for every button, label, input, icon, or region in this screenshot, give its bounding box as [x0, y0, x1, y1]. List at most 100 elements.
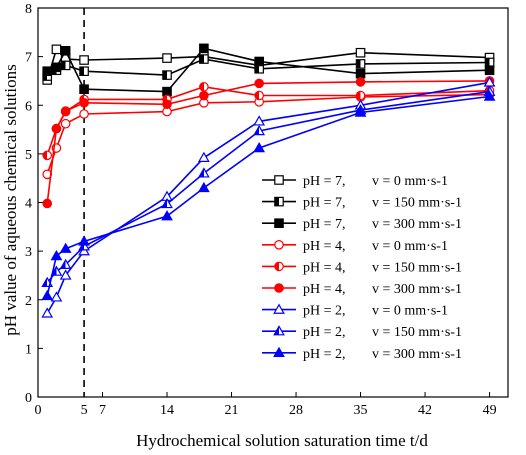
data-point	[51, 44, 62, 55]
data-point	[60, 60, 71, 71]
data-point	[354, 106, 367, 117]
data-point	[483, 90, 496, 101]
data-point	[484, 65, 495, 76]
x-tick-label: 42	[418, 403, 432, 418]
data-point	[60, 106, 71, 116]
series-line	[46, 47, 490, 81]
legend-speed: v = 0 mm·s-1	[372, 239, 448, 254]
legend-speed: v = 150 mm·s-1	[372, 196, 462, 211]
y-tick-label: 5	[25, 148, 32, 163]
legend-speed: v = 150 mm·s-1	[372, 260, 462, 275]
series-1	[42, 54, 495, 81]
series-2	[42, 43, 495, 97]
legend-item: pH = 7, v = 0 mm·s-1	[262, 174, 448, 189]
series-line	[46, 93, 490, 175]
x-tick-label: 5	[81, 403, 88, 418]
data-point	[42, 150, 53, 161]
y-tick-label: 4	[25, 197, 32, 212]
legend-ph: pH = 2,	[303, 325, 346, 340]
x-tick-label: 35	[354, 403, 368, 418]
legend-ph: pH = 2,	[303, 304, 346, 319]
data-point	[79, 109, 89, 119]
series-8	[41, 90, 496, 301]
data-point	[355, 59, 366, 69]
data-point	[254, 56, 264, 67]
data-point	[50, 291, 63, 302]
legend-marker	[274, 261, 284, 272]
y-tick-label: 2	[25, 294, 32, 309]
x-tick-label: 21	[225, 403, 239, 418]
data-point	[198, 167, 210, 178]
data-point	[59, 258, 72, 269]
data-point	[162, 53, 172, 63]
legend-item: pH = 4, v = 0 mm·s-1	[262, 239, 448, 254]
legend-ph: pH = 4,	[303, 239, 346, 254]
legend-marker	[273, 325, 285, 336]
data-point	[199, 43, 209, 54]
data-point	[199, 90, 209, 101]
x-tick-label: 14	[160, 403, 174, 418]
data-point	[162, 86, 172, 97]
data-point	[253, 115, 266, 126]
data-point	[41, 307, 54, 318]
legend-speed: v = 300 mm·s-1	[372, 217, 462, 232]
legend-marker	[274, 175, 284, 185]
legend-item: pH = 2, v = 150 mm·s-1	[262, 325, 462, 340]
legend-marker	[274, 283, 284, 293]
data-point	[355, 77, 366, 87]
data-point	[161, 210, 173, 221]
data-point	[59, 242, 72, 253]
data-point	[78, 245, 90, 256]
x-tick-label: 0	[35, 403, 42, 418]
data-point	[79, 66, 89, 77]
data-point	[42, 198, 53, 209]
legend-item: pH = 7, v = 300 mm·s-1	[262, 217, 462, 232]
legend-ph: pH = 7,	[303, 217, 346, 232]
y-tick-label: 3	[25, 245, 32, 260]
data-point	[60, 45, 71, 56]
legend-speed: v = 0 mm·s-1	[372, 304, 448, 319]
data-point	[51, 123, 62, 134]
data-point	[60, 118, 71, 129]
data-point	[50, 265, 63, 276]
data-point	[254, 78, 264, 89]
x-tick-label: 28	[289, 403, 303, 418]
y-tick-label: 1	[25, 342, 32, 357]
data-point	[78, 235, 90, 246]
legend-marker	[274, 218, 284, 228]
legend-ph: pH = 2,	[303, 347, 346, 362]
data-point	[50, 249, 63, 261]
legend: pH = 7, v = 0 mm·s-1 pH = 7, v = 150 mm·s-1…	[262, 174, 462, 362]
data-point	[198, 151, 210, 162]
series-layer	[41, 43, 496, 318]
data-point	[42, 66, 53, 77]
y-tick-label: 7	[25, 51, 32, 66]
data-point	[162, 70, 172, 80]
data-point	[161, 197, 173, 209]
legend-speed: v = 300 mm·s-1	[372, 282, 462, 297]
legend-item: pH = 7, v = 150 mm·s-1	[262, 196, 462, 211]
legend-item: pH = 2, v = 300 mm·s-1	[262, 346, 462, 362]
y-axis-label: pH value of aqueous chemical solutions	[1, 64, 20, 335]
series-0	[42, 44, 495, 85]
legend-marker	[273, 303, 285, 314]
data-point	[355, 90, 366, 101]
data-point	[51, 62, 62, 73]
legend-speed: v = 0 mm·s-1	[372, 174, 448, 189]
x-tick-label: 49	[483, 403, 497, 418]
legend-ph: pH = 7,	[303, 174, 346, 189]
data-point	[199, 81, 209, 92]
y-tick-label: 0	[25, 391, 32, 406]
data-point	[355, 47, 366, 58]
legend-item: pH = 4, v = 150 mm·s-1	[262, 260, 462, 275]
data-point	[79, 55, 89, 65]
data-point	[253, 124, 266, 136]
legend-ph: pH = 4,	[303, 260, 346, 275]
legend-marker	[274, 240, 284, 250]
data-point	[59, 269, 72, 280]
data-point	[198, 181, 210, 193]
legend-marker	[273, 346, 285, 358]
y-tick-label: 6	[25, 99, 32, 114]
data-point	[355, 68, 366, 79]
